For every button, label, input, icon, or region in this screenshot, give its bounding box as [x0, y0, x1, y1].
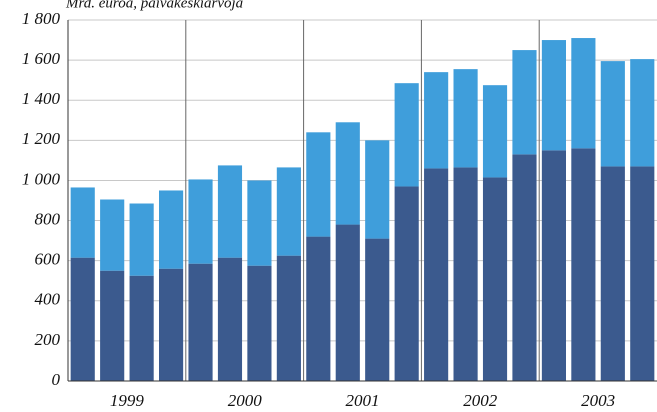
bar-segment	[630, 166, 655, 381]
y-tick-label: 1 800	[22, 9, 61, 28]
x-group-label: 2002	[463, 391, 498, 410]
chart-subtitle: Mrd. euroa, päiväkeskiarvoja	[65, 0, 243, 11]
bar-segment	[276, 255, 301, 381]
bar-segment	[247, 265, 272, 381]
bar-segment	[129, 203, 154, 276]
bar-segment	[571, 148, 596, 381]
y-tick-label: 400	[35, 290, 61, 309]
bar-segment	[512, 154, 537, 381]
bar-segment	[188, 179, 213, 264]
y-tick-label: 1 400	[22, 89, 61, 108]
bar-segment	[188, 263, 213, 381]
x-group-label: 2003	[581, 391, 615, 410]
bar-segment	[70, 257, 95, 381]
bar-segment	[541, 150, 566, 381]
bar-segment	[482, 85, 508, 178]
bar-segment	[276, 167, 301, 256]
bar-segment	[453, 167, 478, 381]
bar-segment	[100, 270, 125, 381]
bar-segment	[306, 132, 331, 237]
bar-segment	[424, 72, 449, 169]
bar-segment	[453, 69, 478, 168]
y-tick-label: 200	[35, 330, 61, 349]
bar-segment	[571, 38, 596, 149]
bar-segment	[100, 199, 125, 271]
bar-segment	[600, 61, 625, 167]
x-group-label: 2000	[228, 391, 263, 410]
bar-segment	[424, 168, 449, 381]
bar-segment	[306, 236, 331, 381]
x-group-label: 2001	[346, 391, 380, 410]
bar-segment	[365, 140, 390, 239]
bar-segment	[365, 238, 390, 381]
y-tick-label: 1 200	[22, 129, 61, 148]
bar-segment	[247, 180, 272, 266]
bar-segment	[630, 59, 655, 167]
bar-segment	[482, 177, 508, 381]
y-tick-label: 600	[35, 250, 61, 269]
bar-segment	[512, 50, 537, 155]
bar-segment	[394, 186, 419, 381]
bar-segment	[600, 166, 625, 381]
y-tick-label: 1 600	[22, 49, 61, 68]
y-tick-label: 1 000	[22, 169, 61, 188]
bar-segment	[541, 40, 566, 151]
y-tick-label: 0	[52, 370, 61, 389]
bar-segment	[335, 122, 360, 225]
bar-segment	[159, 268, 184, 381]
x-group-label: 1999	[110, 391, 145, 410]
bar-segment	[217, 257, 243, 381]
bar-segment	[129, 275, 154, 381]
y-tick-label: 800	[35, 209, 61, 228]
bar-segment	[70, 187, 95, 258]
bar-segment	[394, 83, 419, 187]
bar-segment	[335, 224, 360, 381]
bar-segment	[159, 190, 184, 269]
bar-segment	[217, 165, 243, 258]
